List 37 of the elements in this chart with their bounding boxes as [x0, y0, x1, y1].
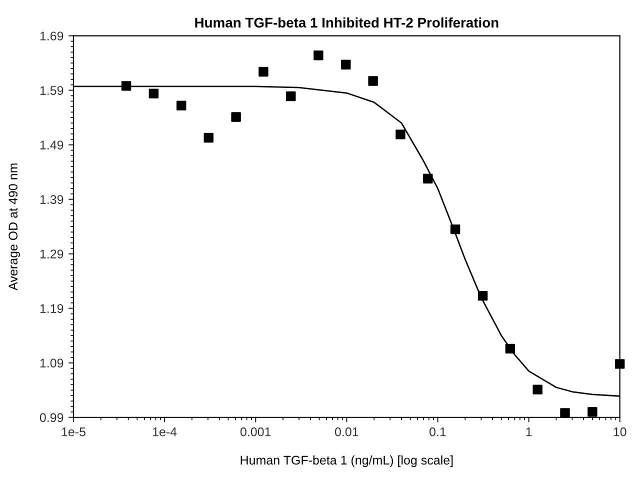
point: [396, 130, 406, 140]
point: [423, 174, 433, 184]
x-tick-label: 1e-4: [152, 428, 177, 436]
x-tick-label: 0.01: [334, 427, 358, 436]
point: [478, 290, 488, 301]
y-axis-title: Average OD at 490 nm: [8, 164, 20, 290]
point: [340, 60, 351, 70]
point: [258, 66, 268, 77]
point: [231, 112, 241, 122]
x-tick-label: 1e-5: [62, 428, 86, 436]
chart-title: Human TGF-beta 1 Inhibited HT-2 Proliferation: [195, 17, 498, 28]
point: [286, 91, 296, 102]
y-tick-label: 1.59: [40, 86, 64, 95]
y-tick-label: 1.39: [40, 195, 64, 204]
x-axis-title: Human TGF-beta 1 (ng/mL) [log scale]: [240, 455, 453, 468]
point: [560, 408, 570, 418]
y-tick-label: 0.99: [40, 413, 64, 422]
point: [176, 100, 186, 110]
point: [121, 81, 132, 91]
x-tick-label: 1: [526, 428, 532, 436]
y-tick-label: 1.29: [40, 250, 64, 258]
x-tick-label: 0.001: [240, 427, 271, 436]
point: [314, 50, 324, 60]
point: [588, 407, 598, 417]
point: [148, 88, 159, 98]
point: [532, 384, 542, 394]
y-tick-label: 1.49: [40, 140, 64, 150]
y-tick-label: 1.09: [40, 358, 64, 368]
point: [614, 359, 625, 369]
point: [505, 344, 516, 354]
x-tick-label: 0.1: [430, 427, 446, 436]
y-tick-label: 1.69: [40, 32, 64, 40]
point: [450, 224, 460, 234]
point: [368, 76, 378, 86]
y-tick-label: 1.19: [40, 304, 64, 313]
point: [204, 132, 214, 143]
x-tick-label: 10: [614, 427, 626, 436]
